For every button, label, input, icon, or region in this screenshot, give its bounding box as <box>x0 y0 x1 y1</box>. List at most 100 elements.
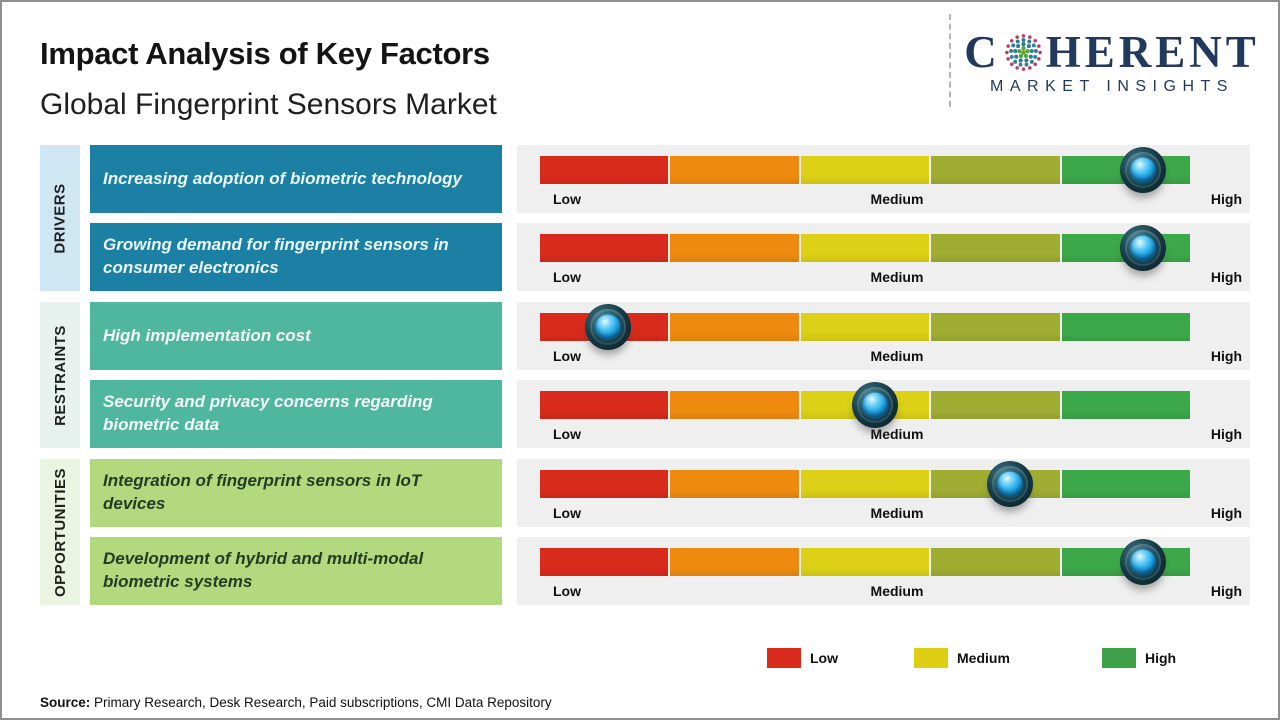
factor-label: Integration of fingerprint sensors in Io… <box>103 471 422 513</box>
scale-label-medium: Medium <box>870 348 924 364</box>
category-strip-drivers: DRIVERS <box>40 145 80 291</box>
factor-row: Increasing adoption of biometric technol… <box>90 145 1250 213</box>
impact-bar <box>540 539 1191 585</box>
bar-segment <box>670 313 799 341</box>
bar-segment <box>931 234 1060 262</box>
impact-marker-core <box>862 392 888 418</box>
bar-segment <box>800 313 930 341</box>
bar-segment <box>540 548 669 576</box>
bar-segment <box>800 234 930 262</box>
source-prefix: Source: <box>40 695 91 710</box>
brand-letter-c: C <box>964 27 1001 77</box>
brand-letters-rest: HERENT <box>1045 27 1260 77</box>
scale-label-low: Low <box>553 505 581 521</box>
scale-label-high: High <box>1210 583 1242 599</box>
impact-marker <box>1120 147 1167 193</box>
brand-logo: C HERENT MARKET INSIGHTS <box>964 27 1260 96</box>
bar-segment <box>670 470 799 498</box>
scale-label-medium: Medium <box>870 583 924 599</box>
scale-label-low: Low <box>553 348 581 364</box>
category-label: DRIVERS <box>51 182 69 254</box>
category-strip-restraints: RESTRAINTS <box>40 302 80 448</box>
bar-segment <box>931 313 1060 341</box>
page-title: Impact Analysis of Key Factors <box>40 36 490 71</box>
bar-segment <box>1061 470 1191 498</box>
scale-label-medium: Medium <box>870 191 924 207</box>
legend-swatch-high <box>1102 648 1136 668</box>
factor-box: Increasing adoption of biometric technol… <box>90 145 502 213</box>
bar-segment <box>670 548 799 576</box>
bar-segment <box>800 470 930 498</box>
factor-box: Security and privacy concerns regarding … <box>90 380 502 448</box>
legend-item-medium: Medium <box>914 648 1010 668</box>
factor-row: Integration of fingerprint sensors in Io… <box>90 459 1250 527</box>
brand-tagline: MARKET INSIGHTS <box>990 78 1234 95</box>
factor-box: Growing demand for fingerprint sensors i… <box>90 223 502 291</box>
source-text: Primary Research, Desk Research, Paid su… <box>90 695 552 710</box>
scale-label-low: Low <box>553 583 581 599</box>
impact-marker-core <box>1130 549 1156 575</box>
bar-segment <box>800 548 930 576</box>
legend-swatch-medium <box>914 648 948 668</box>
impact-bar <box>540 225 1191 271</box>
impact-scale-panel: Low Medium High <box>517 145 1250 213</box>
factor-box: Development of hybrid and multi-modal bi… <box>90 537 502 605</box>
factor-label: High implementation cost <box>103 325 311 345</box>
impact-bar <box>540 147 1191 193</box>
scale-label-low: Low <box>553 269 581 285</box>
globe-dots-icon <box>1003 32 1044 73</box>
bar-segment <box>540 391 669 419</box>
scale-label-high: High <box>1210 191 1242 207</box>
scale-label-high: High <box>1210 505 1242 521</box>
legend-label-high: High <box>1145 650 1177 666</box>
factor-row: Security and privacy concerns regarding … <box>90 380 1250 448</box>
impact-scale-panel: Low Medium High <box>517 223 1250 291</box>
factor-row: Growing demand for fingerprint sensors i… <box>90 223 1250 291</box>
factor-row: Development of hybrid and multi-modal bi… <box>90 537 1250 605</box>
bar-segment <box>931 391 1060 419</box>
logo-divider <box>949 14 951 107</box>
scale-label-high: High <box>1210 269 1242 285</box>
impact-marker-core <box>997 471 1023 497</box>
impact-bar <box>540 461 1191 507</box>
factor-row: High implementation cost Low Medium High <box>90 302 1250 370</box>
impact-scale-panel: Low Medium High <box>517 459 1250 527</box>
impact-marker <box>1120 539 1167 585</box>
impact-scale-panel: Low Medium High <box>517 537 1250 605</box>
impact-scale-panel: Low Medium High <box>517 380 1250 448</box>
bar-segment <box>540 234 669 262</box>
impact-bar <box>540 382 1191 428</box>
impact-marker <box>851 382 898 428</box>
impact-marker-core <box>1130 157 1156 183</box>
category-label: RESTRAINTS <box>51 324 69 426</box>
scale-label-high: High <box>1210 348 1242 364</box>
scale-label-low: Low <box>553 191 581 207</box>
scale-label-medium: Medium <box>870 426 924 442</box>
category-strip-opportunities: OPPORTUNITIES <box>40 459 80 605</box>
scale-label-high: High <box>1210 426 1242 442</box>
bar-segment <box>931 156 1060 184</box>
impact-bar <box>540 304 1191 350</box>
bar-segment <box>931 548 1060 576</box>
scale-label-medium: Medium <box>870 505 924 521</box>
category-label: OPPORTUNITIES <box>51 467 69 597</box>
legend-item-low: Low <box>767 648 838 668</box>
bar-segment <box>540 156 669 184</box>
scale-label-low: Low <box>553 426 581 442</box>
source-line: Source: Primary Research, Desk Research,… <box>40 695 552 710</box>
page-subtitle: Global Fingerprint Sensors Market <box>40 88 497 121</box>
bar-segment <box>670 234 799 262</box>
legend-swatch-low <box>767 648 801 668</box>
brand-wordmark: C HERENT <box>964 27 1260 77</box>
factor-label: Security and privacy concerns regarding … <box>103 392 433 434</box>
bar-segment <box>670 391 799 419</box>
legend-label-medium: Medium <box>957 650 1010 666</box>
bar-segment <box>1061 391 1191 419</box>
bar-segment <box>800 156 930 184</box>
impact-marker-core <box>595 314 621 340</box>
factor-box: Integration of fingerprint sensors in Io… <box>90 459 502 527</box>
impact-marker-core <box>1130 235 1156 261</box>
impact-marker <box>1120 225 1167 271</box>
legend-item-high: High <box>1102 648 1176 668</box>
